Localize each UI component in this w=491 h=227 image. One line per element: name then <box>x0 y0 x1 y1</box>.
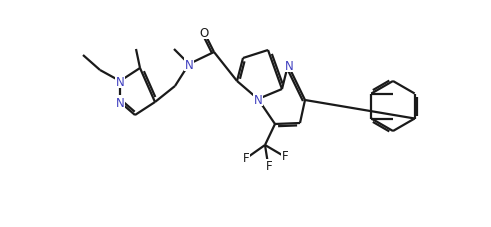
Text: F: F <box>243 151 249 164</box>
Text: F: F <box>282 149 288 162</box>
Text: N: N <box>185 58 193 71</box>
Text: N: N <box>115 96 124 109</box>
Text: F: F <box>266 160 273 173</box>
Text: O: O <box>199 26 209 39</box>
Text: N: N <box>254 93 262 106</box>
Text: N: N <box>285 59 294 72</box>
Text: N: N <box>115 75 124 88</box>
